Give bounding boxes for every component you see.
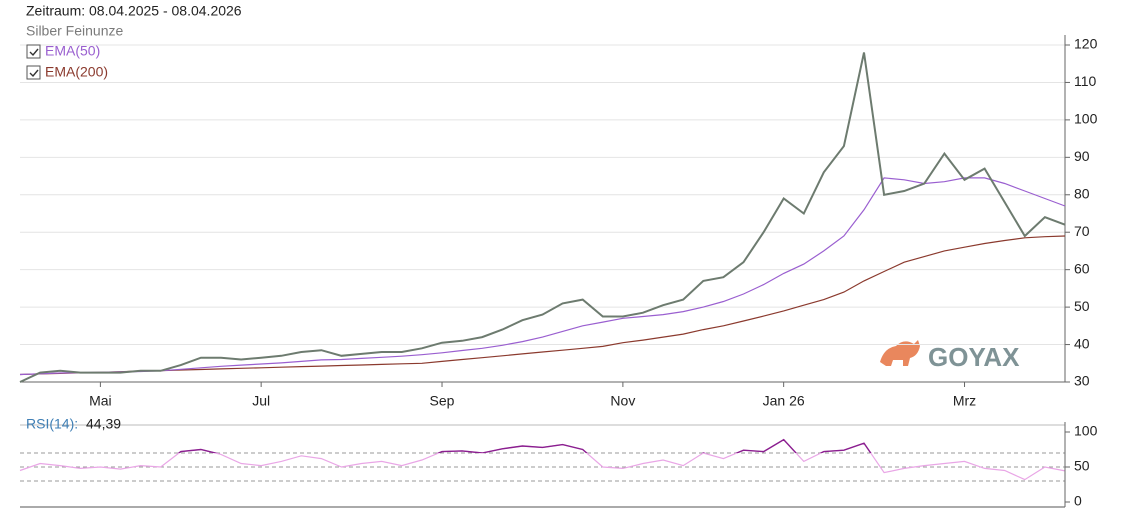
y-tick-label: 100: [1074, 423, 1098, 439]
series-line: [19, 177, 1066, 376]
legend-toggle[interactable]: EMA(50): [26, 43, 100, 59]
x-tick-label: Sep: [430, 393, 455, 409]
legend-toggle[interactable]: EMA(200): [26, 64, 108, 80]
x-tick-label: Mai: [89, 393, 112, 409]
logo-bull: [880, 340, 920, 366]
x-tick-label: Mrz: [953, 393, 976, 409]
checkbox[interactable]: [26, 65, 41, 80]
y-tick-label: 50: [1074, 458, 1090, 474]
y-tick-label: 110: [1074, 73, 1097, 89]
y-tick-label: 50: [1074, 298, 1090, 314]
checkbox[interactable]: [26, 44, 41, 59]
series-line: [19, 438, 1066, 481]
y-tick-label: 100: [1074, 111, 1098, 127]
x-tick-label: Jan 26: [763, 393, 805, 409]
chart-title: Zeitraum: 08.04.2025 - 08.04.2026: [26, 3, 242, 19]
legend-entry: EMA(200): [45, 64, 108, 80]
x-tick-label: Nov: [610, 393, 635, 409]
series-line: [19, 52, 1066, 383]
y-tick-label: 70: [1074, 223, 1090, 239]
y-tick-label: 120: [1074, 36, 1098, 52]
watermark: GOYAX: [880, 340, 1020, 372]
legend-entry: EMA(50): [45, 43, 100, 59]
series-line: [19, 235, 1066, 376]
legend-entry: Silber Feinunze: [26, 23, 123, 39]
rsi-label: RSI(14):: [26, 416, 78, 432]
y-tick-label: 30: [1074, 373, 1090, 389]
y-tick-label: 0: [1074, 493, 1082, 509]
rsi-value: 44,39: [86, 416, 121, 432]
y-tick-label: 60: [1074, 260, 1090, 276]
checkmark: [29, 48, 39, 57]
logo-text: GOYAX: [928, 342, 1020, 372]
y-tick-label: 40: [1074, 335, 1090, 351]
x-tick-label: Jul: [252, 393, 270, 409]
checkmark: [29, 69, 39, 78]
y-tick-label: 90: [1074, 148, 1090, 164]
series-line-overbought: [177, 438, 872, 453]
y-tick-label: 80: [1074, 185, 1090, 201]
